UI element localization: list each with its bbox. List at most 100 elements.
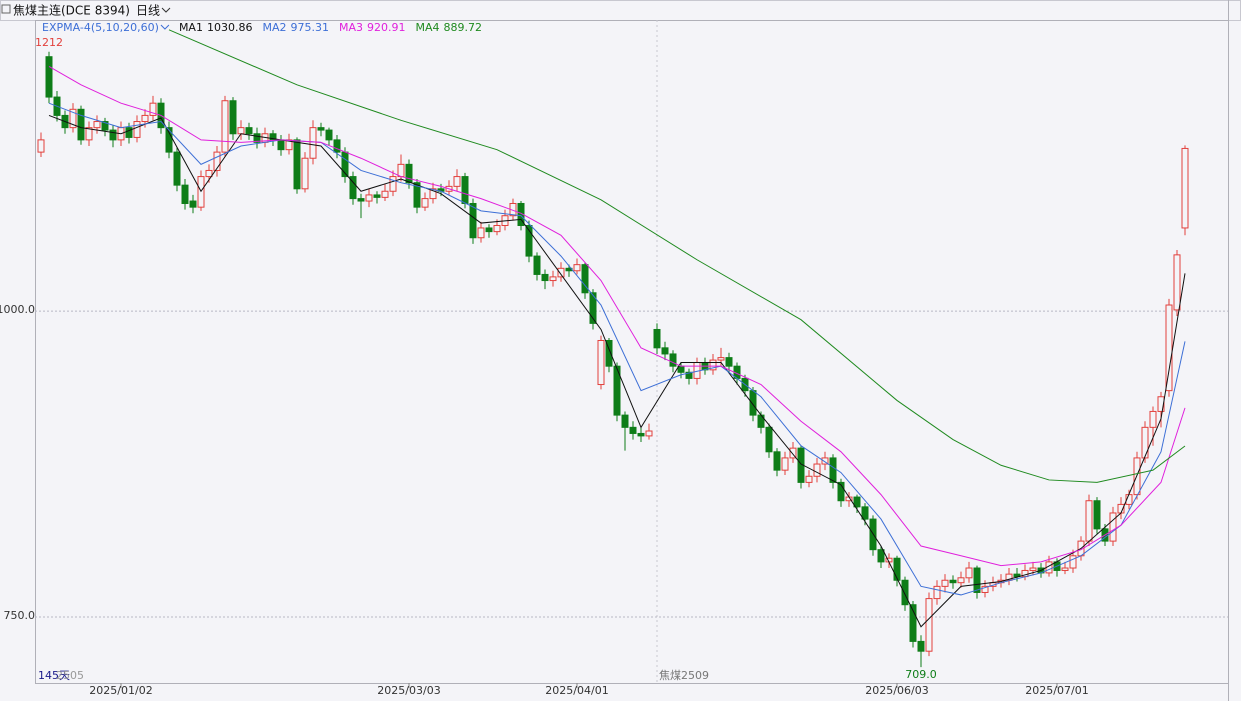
ma-line	[168, 29, 1186, 483]
candle-body	[781, 457, 789, 471]
candle-body	[357, 198, 365, 202]
contract-mid: 焦煤2509	[659, 669, 709, 682]
candle-body	[477, 227, 485, 239]
candle-body	[973, 567, 981, 593]
candle-body	[573, 264, 581, 272]
candle-body	[453, 176, 461, 187]
candle-body	[725, 357, 733, 367]
legend-value: 975.31	[290, 21, 329, 34]
candle-body	[381, 190, 389, 198]
candle-body	[1061, 567, 1069, 571]
x-tick-label: 2025/06/03	[865, 684, 928, 697]
candle-body	[1029, 567, 1037, 571]
candle-body	[1149, 410, 1157, 428]
candle-body	[629, 426, 637, 434]
candle-body	[213, 151, 221, 171]
chart-title: 焦煤主连(DCE 8394)	[13, 3, 130, 18]
candle-body	[597, 339, 605, 386]
candle-body	[1069, 555, 1077, 569]
legend-name: MA2	[262, 21, 286, 34]
candle-body	[605, 339, 613, 367]
candle-body	[293, 139, 301, 190]
candle-body	[557, 267, 565, 278]
candle-body	[589, 292, 597, 324]
candle-body	[677, 365, 685, 373]
candle-body	[389, 176, 397, 192]
candle-body	[277, 139, 285, 151]
candle-body	[821, 457, 829, 465]
candle-body	[1165, 304, 1173, 392]
legend-name: MA4	[415, 21, 439, 34]
indicator-name[interactable]: EXPMA-4(5,10,20,60)	[42, 21, 159, 34]
candle-body	[957, 577, 965, 584]
candle-body	[541, 273, 549, 282]
candle-body	[109, 129, 117, 141]
y-tick-label: 1000.0	[0, 303, 35, 316]
candle-body	[773, 451, 781, 471]
candle-body	[749, 390, 757, 416]
candle-body	[485, 227, 493, 233]
header-bar	[0, 0, 1241, 21]
ma-line	[48, 114, 1186, 628]
period-chevron[interactable]	[161, 7, 171, 13]
period-selector[interactable]: 日线	[136, 4, 160, 18]
candle-body	[317, 127, 325, 131]
candle-body	[165, 127, 173, 153]
candle-body	[181, 184, 189, 204]
legend-value: 889.72	[444, 21, 483, 34]
candle-body	[669, 353, 677, 367]
candle-body	[661, 347, 669, 355]
candle-body	[877, 549, 885, 563]
candle-body	[901, 579, 909, 606]
ma-line	[48, 102, 1186, 596]
y-tick-label: 750.0	[4, 609, 36, 622]
candle-body	[205, 169, 213, 178]
legend-value: 920.91	[367, 21, 406, 34]
candle-body	[533, 255, 541, 275]
candle-body	[237, 127, 245, 135]
candle-body	[1093, 500, 1101, 530]
candle-body	[333, 139, 341, 153]
candle-body	[813, 463, 821, 477]
period-count: 145天	[38, 669, 70, 682]
candle-body	[93, 121, 101, 129]
legend: EXPMA-4(5,10,20,60) MA1 1030.86 MA2 975.31 MA…	[42, 21, 482, 34]
candle-body	[1085, 500, 1093, 542]
candle-body	[133, 121, 141, 138]
candle-body	[525, 225, 533, 257]
candle-body	[645, 430, 653, 437]
candle-body	[413, 182, 421, 208]
candle-body	[421, 198, 429, 208]
candle-body	[189, 200, 197, 208]
candle-body	[653, 328, 661, 349]
legend-value: 1030.86	[207, 21, 253, 34]
candle-body	[685, 371, 693, 379]
candle-body	[621, 414, 629, 428]
contract-left: 2505	[56, 669, 84, 682]
candle-body	[141, 114, 149, 123]
candle-body	[909, 604, 917, 642]
candle-body	[941, 579, 949, 587]
ma-line	[48, 66, 1186, 567]
x-tick-label: 2025/07/01	[1025, 684, 1088, 697]
candle-body	[1181, 147, 1189, 229]
candle-body	[805, 475, 813, 483]
candle-body	[861, 506, 869, 520]
header-icon	[1, 4, 11, 14]
candle-body	[717, 357, 725, 361]
candle-body	[765, 426, 773, 453]
candle-body	[69, 108, 77, 129]
legend-name: MA3	[339, 21, 363, 34]
candle-body	[253, 133, 261, 143]
candle-body	[461, 176, 469, 204]
candle-body	[365, 194, 373, 202]
candle-body	[85, 127, 93, 141]
candle-body	[397, 163, 405, 178]
candle-body	[925, 598, 933, 652]
high-label: 1212	[35, 36, 63, 49]
candle-body	[965, 567, 973, 579]
candle-body	[101, 121, 109, 131]
candle-body	[1173, 254, 1181, 311]
